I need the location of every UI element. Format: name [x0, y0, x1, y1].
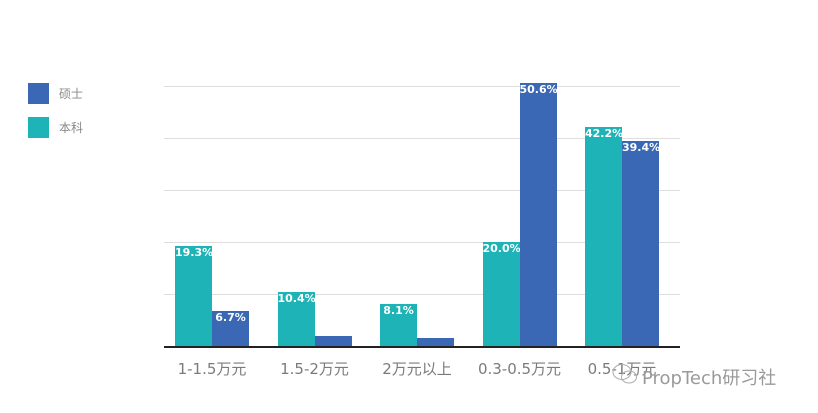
watermark: PropTech研习社 [612, 362, 776, 391]
legend-swatch [28, 82, 49, 104]
bar[interactable]: 10.4% [277, 291, 316, 346]
x-tick-label: 1-1.5万元 [177, 360, 247, 378]
bar-value-label: 50.6% [519, 82, 558, 96]
legend-label: 本科 [59, 120, 84, 135]
chart-legend: 硕士 本科 [28, 82, 83, 150]
gridline [164, 138, 680, 139]
bar[interactable]: 20.0% [482, 242, 521, 346]
x-tick-label: 1.5-2万元 [280, 360, 349, 378]
wechat-icon [612, 362, 638, 391]
gridline [164, 242, 680, 243]
bar[interactable]: 42.2% [585, 126, 624, 346]
gridline [164, 294, 680, 295]
bar[interactable]: 6.7% [212, 311, 249, 346]
bar-value-label: 19.3% [175, 245, 214, 259]
bar[interactable]: 19.3% [175, 245, 214, 346]
bar-value-label: 20.0% [482, 242, 521, 255]
bar-value-label: 10.4% [277, 291, 316, 305]
legend-item[interactable]: 硕士 [28, 82, 83, 104]
bar-value-label: 42.2% [585, 126, 624, 140]
legend-item[interactable]: 本科 [28, 116, 83, 138]
bar[interactable]: 50.6% [519, 82, 558, 346]
plot-area: 19.3% 6.7% 1-1.5万元 10.4% 1.5-2万元 8.1% 2万元以上 20.… [160, 0, 680, 413]
bar-value-label: 6.7% [215, 311, 246, 325]
bar[interactable] [417, 337, 454, 346]
x-tick-label: 0.3-0.5万元 [477, 360, 562, 378]
bar[interactable] [314, 335, 352, 346]
x-tick-label: 2万元以上 [382, 360, 452, 378]
bar-value-label: 8.1% [383, 303, 414, 317]
gridline [164, 190, 680, 191]
bar[interactable]: 8.1% [380, 303, 417, 346]
x-tick-label: 0.5-1万元 [587, 360, 657, 378]
watermark-text: PropTech研习社 [642, 367, 777, 389]
bar-value-label: 39.4% [622, 141, 661, 155]
x-axis [164, 346, 680, 348]
legend-label: 硕士 [59, 86, 84, 101]
bar[interactable]: 39.4% [622, 141, 661, 346]
legend-swatch [28, 116, 49, 138]
gridline [164, 86, 680, 87]
